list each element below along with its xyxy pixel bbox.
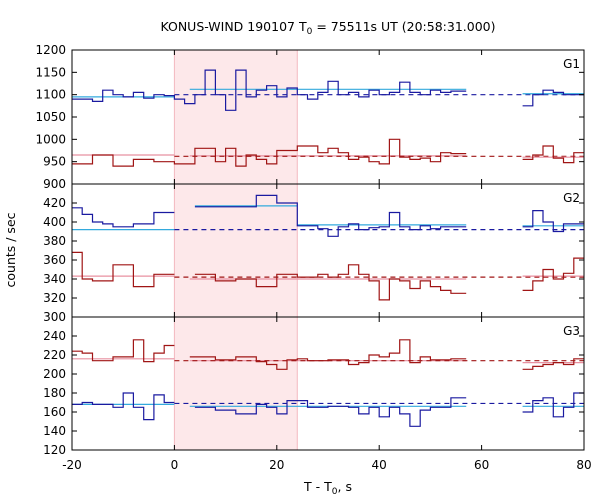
- panel-g3-red-step-1: [189, 339, 467, 370]
- panel-g3-ytick-label-200: 200: [43, 367, 66, 381]
- panel-g1-red-step-1: [522, 145, 584, 164]
- panel-g3-ytick-label-220: 220: [43, 348, 66, 362]
- panel-g3-ytick-label-120: 120: [43, 443, 66, 457]
- panel-g2-blue-step-2: [522, 210, 584, 233]
- panel-g1-blue-step-0: [72, 69, 467, 111]
- y-axis-label: counts / sec: [3, 212, 18, 287]
- panel-g3-ytick-label-180: 180: [43, 386, 66, 400]
- panel-g3-blue-step-1: [194, 397, 467, 427]
- plot-area: 90095010001050110011501200G1300320340360…: [35, 43, 591, 472]
- panel-g1-ytick-label-1050: 1050: [35, 110, 66, 124]
- panel-g1-ytick-label-1100: 1100: [35, 88, 66, 102]
- panel-g1-red-step-0: [72, 138, 467, 167]
- panel-g3-frame: [71, 316, 585, 451]
- panel-g2-ytick-label-420: 420: [43, 196, 66, 210]
- panel-g1-ytick-label-1200: 1200: [35, 43, 66, 57]
- panel-g3-ytick-label-160: 160: [43, 405, 66, 419]
- panel-g1-blue-step-1: [522, 89, 584, 107]
- xtick-label-20: 20: [269, 458, 284, 472]
- panel-g1-ytick-label-1000: 1000: [35, 132, 66, 146]
- xtick-label--20: -20: [62, 458, 82, 472]
- highlight-band: [174, 50, 298, 450]
- panel-g2-label: G2: [563, 191, 580, 205]
- panel-g2-ytick-label-400: 400: [43, 215, 66, 229]
- panel-g2-red-step-1: [194, 264, 467, 301]
- x-axis-label: T - T0, s: [303, 479, 352, 497]
- panel-g1-ytick-label-900: 900: [43, 177, 66, 191]
- panel-g2-ytick-label-320: 320: [43, 291, 66, 305]
- panel-g2-ytick-label-340: 340: [43, 272, 66, 286]
- chart-title: KONUS-WIND 190107 T0 = 75511s UT (20:58:…: [160, 19, 495, 37]
- panel-g3-ytick-label-240: 240: [43, 329, 66, 343]
- panel-g1-ytick-label-950: 950: [43, 155, 66, 169]
- panel-g2-blue-step-1: [194, 194, 467, 237]
- panel-g3-ytick-label-140: 140: [43, 424, 66, 438]
- panel-g3-blue-step-0: [72, 392, 175, 421]
- panel-g2-blue-step-0: [72, 207, 175, 228]
- xtick-label-60: 60: [474, 458, 489, 472]
- xtick-label-40: 40: [372, 458, 387, 472]
- panel-g3-blue-step-2: [522, 392, 584, 418]
- panel-g3-red-step-2: [522, 358, 584, 370]
- panel-g1-ytick-label-1150: 1150: [35, 65, 66, 79]
- xtick-label-0: 0: [171, 458, 179, 472]
- panel-g2-ytick-label-300: 300: [43, 310, 66, 324]
- panel-g3-label: G3: [563, 324, 580, 338]
- panel-g2-ytick-label-380: 380: [43, 234, 66, 248]
- panel-g2-red-step-0: [72, 251, 175, 288]
- xtick-label-80: 80: [576, 458, 591, 472]
- panel-g2-ytick-label-360: 360: [43, 253, 66, 267]
- panel-g1-label: G1: [563, 57, 580, 71]
- panel-g2-red-step-2: [522, 257, 584, 291]
- panel-g3-red-step-0: [72, 339, 175, 363]
